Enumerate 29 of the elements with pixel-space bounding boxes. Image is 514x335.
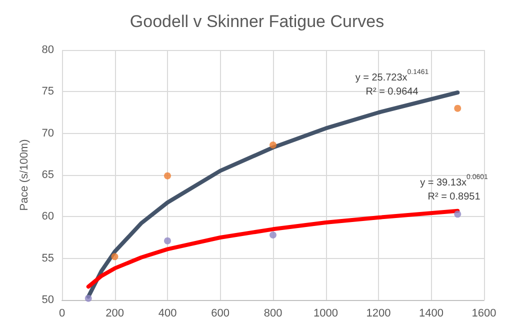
y-tick-label: 60 (42, 210, 54, 223)
point (164, 237, 171, 244)
point (111, 253, 118, 260)
x-tick-label: 800 (264, 308, 282, 320)
x-tick-label: 1400 (419, 308, 444, 320)
annotation: R² = 0.9644 (366, 86, 419, 98)
x-tick-label: 1000 (314, 308, 338, 320)
chart-title: Goodell v Skinner Fatigue Curves (130, 12, 384, 31)
x-tick-label: 400 (158, 308, 177, 320)
line-series (86, 208, 460, 289)
x-tick-label: 0 (58, 308, 66, 320)
y-tick-label: 75 (42, 86, 54, 98)
y-axis-title: Pace (s/100m) (18, 139, 30, 211)
annotation: R² = 0.8951 (428, 192, 481, 202)
y-tick-label: 65 (42, 169, 54, 181)
x-tick-label: 200 (106, 308, 124, 320)
point (270, 142, 276, 148)
x-tick-label: 600 (211, 308, 230, 320)
y-tick-label: 55 (42, 252, 54, 264)
x-tick-label: 1600 (472, 308, 496, 320)
y-tick-label: 50 (42, 294, 54, 306)
x-tick-label: 1200 (366, 308, 391, 320)
point (164, 172, 171, 180)
point (270, 232, 276, 238)
point (84, 294, 92, 302)
y-tick-label: 70 (42, 127, 54, 140)
y-tick-label: 80 (42, 44, 54, 56)
point (454, 210, 462, 218)
point (454, 104, 462, 112)
